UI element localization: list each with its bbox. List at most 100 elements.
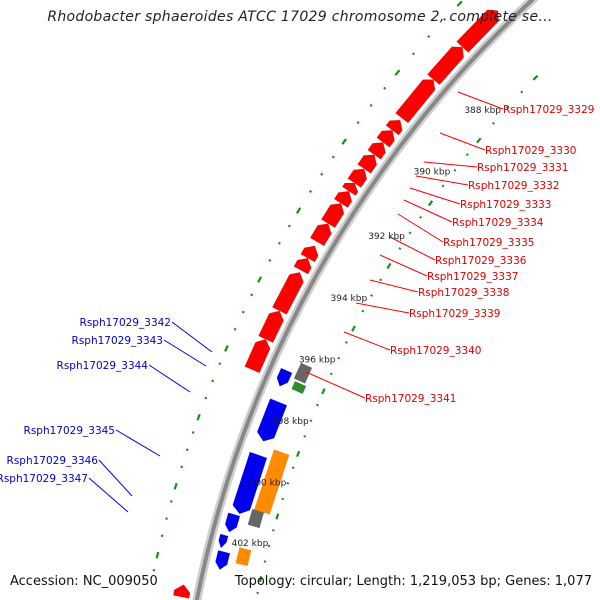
forward-gene-15[interactable] — [272, 271, 304, 315]
tick-dot — [465, 153, 469, 157]
tick-dot — [361, 309, 365, 313]
tick-dot — [398, 247, 402, 251]
tick-dot — [456, 0, 463, 7]
gene-label-right[interactable]: Rsph17029_3333 — [460, 199, 551, 211]
kbp-label: 394 kbp — [331, 294, 368, 304]
kbp-label: 396 kbp — [299, 356, 336, 366]
tick-dot — [160, 534, 164, 538]
tick-dot — [180, 465, 184, 469]
leader-line — [148, 364, 191, 393]
tick-dot — [491, 121, 495, 125]
label-leader-lines — [88, 91, 504, 513]
tick-dot — [271, 529, 275, 532]
gene-label-right[interactable]: Rsph17029_3337 — [427, 271, 518, 283]
tick-dot — [337, 356, 341, 360]
tick-dot — [286, 482, 290, 485]
gene-label-right[interactable]: Rsph17029_3331 — [477, 162, 568, 174]
reverse-gene-3345[interactable] — [232, 451, 268, 515]
leader-line — [163, 339, 207, 367]
tick-dot — [275, 513, 280, 520]
forward-gene-16[interactable] — [258, 310, 284, 343]
gene-label-right[interactable]: Rsph17029_3332 — [468, 180, 559, 192]
orange-feature-bottom[interactable] — [235, 547, 252, 567]
forward-gene-14[interactable] — [293, 257, 312, 275]
tick-dot — [520, 90, 524, 94]
tick-dot — [411, 52, 415, 56]
tick-dot — [427, 35, 431, 39]
tick-dot — [173, 482, 178, 490]
forward-gene-10[interactable] — [333, 190, 353, 209]
gene-label-right[interactable]: Rsph17029_3334 — [452, 217, 544, 229]
grey-feature-3342[interactable] — [293, 362, 313, 384]
gene-label-right[interactable]: Rsph17029_3330 — [485, 145, 576, 157]
tick-dot — [277, 241, 281, 245]
tick-dot — [356, 121, 360, 125]
tick-dot — [287, 224, 291, 228]
map-title: Rhodobacter sphaeroides ATCC 17029 chrom… — [47, 9, 553, 25]
accession-text: Accession: NC_009050 — [10, 574, 158, 589]
reverse-gene-small[interactable] — [218, 533, 229, 549]
gene-label-left[interactable]: Rsph17029_3346 — [7, 455, 99, 467]
tick-dot — [233, 327, 237, 331]
leader-line — [115, 429, 161, 457]
tick-dot — [224, 345, 229, 352]
reverse-gene-3347[interactable] — [224, 512, 241, 533]
gene-label-right[interactable]: Rsph17029_3341 — [365, 393, 456, 405]
gene-label-left[interactable]: Rsph17029_3345 — [24, 425, 115, 437]
forward-gene-6[interactable] — [367, 142, 386, 160]
green-feature-3343[interactable] — [291, 380, 307, 395]
gene-label-right[interactable]: Rsph17029_3329 — [503, 104, 594, 116]
leader-line — [305, 371, 366, 399]
gene-label-left[interactable]: Rsph17029_3344 — [57, 360, 149, 372]
forward-gene-1[interactable] — [456, 9, 499, 53]
tick-dot — [291, 466, 295, 469]
kbp-label: 400 kbp — [250, 478, 287, 488]
gene-label-right[interactable]: Rsph17029_3338 — [418, 287, 509, 299]
tick-dot — [315, 403, 319, 407]
leader-line — [397, 213, 444, 243]
tick-dot — [196, 413, 201, 421]
reverse-gene-bottom[interactable] — [215, 550, 231, 570]
gene-label-right[interactable]: Rsph17029_3340 — [390, 345, 481, 357]
orange-feature-3345[interactable] — [253, 449, 290, 515]
forward-gene-7[interactable] — [357, 154, 378, 174]
tick-dot — [341, 138, 347, 145]
gene-label-left[interactable]: Rsph17029_3342 — [80, 317, 171, 329]
tick-dot — [476, 137, 482, 144]
gene-label-left[interactable]: Rsph17029_3347 — [0, 473, 88, 485]
tick-dot — [329, 372, 333, 376]
leader-line — [403, 199, 453, 223]
forward-gene-12[interactable] — [309, 223, 332, 247]
forward-gene-8[interactable] — [347, 168, 368, 188]
grey-feature-3346[interactable] — [247, 508, 265, 529]
tick-dot — [258, 576, 263, 583]
tick-dot — [281, 497, 285, 501]
gene-label-right[interactable]: Rsph17029_3339 — [409, 308, 500, 320]
tick-dot — [155, 551, 160, 559]
tick-dot — [185, 448, 189, 452]
gene-label-right[interactable]: Rsph17029_3335 — [443, 237, 534, 249]
gene-label-right[interactable]: Rsph17029_3336 — [435, 255, 527, 267]
tick-dot — [303, 435, 307, 438]
forward-gene-3[interactable] — [395, 79, 436, 124]
tick-dot — [321, 388, 326, 395]
tick-dot — [296, 450, 301, 457]
forward-gene-17[interactable] — [244, 338, 271, 374]
forward-gene-5[interactable] — [376, 130, 395, 148]
leader-line — [409, 187, 461, 205]
reverse-gene-3343[interactable] — [276, 367, 293, 387]
genome-summary-text: Topology: circular; Length: 1,219,053 bp… — [234, 574, 592, 589]
reverse-gene-3344[interactable] — [256, 398, 288, 442]
forward-gene-11[interactable] — [320, 203, 345, 229]
tick-dot — [427, 200, 434, 207]
tick-dot — [320, 172, 324, 176]
tick-dot — [532, 74, 539, 81]
backbone-line — [194, 0, 536, 600]
gene-label-left[interactable]: Rsph17029_3343 — [72, 335, 163, 347]
tick-dot — [505, 106, 509, 110]
forward-gene-2[interactable] — [427, 46, 464, 86]
forward-gene-bottom[interactable] — [172, 584, 191, 599]
forward-gene-9[interactable] — [341, 182, 359, 196]
kbp-label: 392 kbp — [368, 232, 405, 242]
